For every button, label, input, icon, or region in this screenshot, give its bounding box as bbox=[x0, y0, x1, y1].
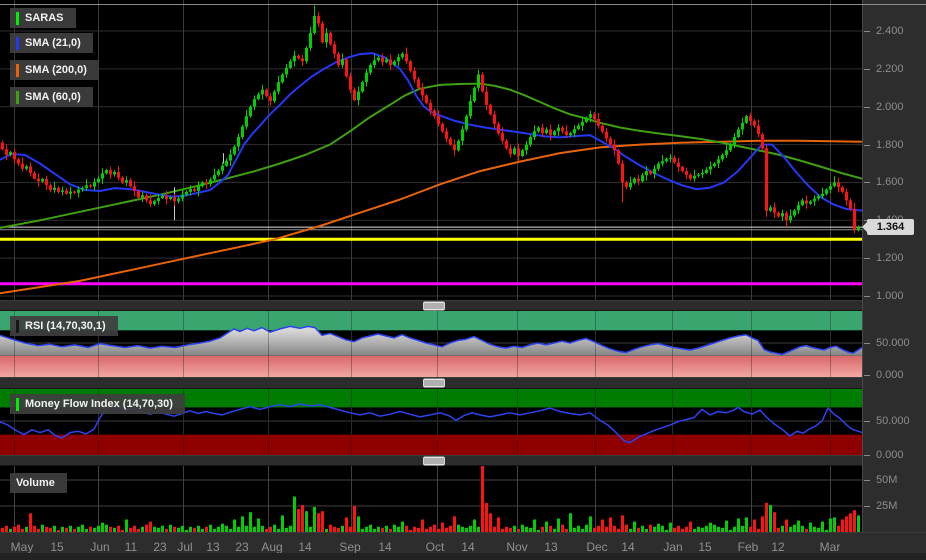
splitter-drag-handle[interactable] bbox=[423, 456, 445, 465]
x-axis-label: 23 bbox=[153, 540, 167, 554]
x-axis-label: 13 bbox=[206, 540, 220, 554]
x-axis-label: 11 bbox=[124, 540, 138, 554]
y-axis-label: 2.400 bbox=[876, 25, 904, 37]
sma60-color-swatch bbox=[16, 90, 19, 104]
volume-chart-canvas[interactable] bbox=[0, 466, 862, 532]
y-axis-label: 50M bbox=[876, 474, 898, 486]
y-axis-tick bbox=[864, 421, 870, 422]
x-axis-label: 15 bbox=[50, 540, 64, 554]
mfi-color-swatch bbox=[16, 397, 19, 411]
x-axis-label: 14 bbox=[461, 540, 475, 554]
y-axis-label: 25M bbox=[876, 500, 898, 512]
x-axis-label: 13 bbox=[544, 540, 558, 554]
x-axis-label: Jun bbox=[90, 540, 110, 554]
volume-label: Volume bbox=[16, 477, 55, 489]
y-axis-label: 1.800 bbox=[876, 139, 904, 151]
y-axis-label: 1.000 bbox=[876, 290, 904, 302]
symbol-color-swatch bbox=[16, 11, 19, 25]
x-axis-label: Aug bbox=[261, 540, 283, 554]
x-axis-label: Jan bbox=[663, 540, 683, 554]
y-axis-tick bbox=[864, 455, 870, 456]
chart-top-border bbox=[0, 4, 926, 5]
price-chart-canvas[interactable] bbox=[0, 0, 862, 300]
x-axis-label: Mar bbox=[819, 540, 841, 554]
y-axis-tick bbox=[864, 506, 870, 507]
x-axis-label: Feb bbox=[737, 540, 759, 554]
sma200-color-swatch bbox=[16, 63, 19, 77]
x-axis-label: Jul bbox=[177, 540, 193, 554]
last-price-value: 1.364 bbox=[876, 221, 905, 233]
sma21-label: SMA (21,0) bbox=[25, 37, 81, 49]
x-axis-label: 23 bbox=[235, 540, 249, 554]
panel-splitter-rsi-mfi[interactable] bbox=[0, 377, 862, 389]
x-axis-label: Nov bbox=[506, 540, 528, 554]
splitter-drag-handle[interactable] bbox=[423, 301, 445, 310]
legend-rsi[interactable]: RSI (14,70,30,1) bbox=[10, 316, 118, 336]
x-axis-label: May bbox=[10, 540, 34, 554]
price-axis[interactable]: 2.4002.2002.0001.8001.6001.4001.2001.000… bbox=[862, 0, 926, 560]
legend-sma200[interactable]: SMA (200,0) bbox=[10, 60, 99, 80]
volume-panel[interactable] bbox=[0, 466, 862, 532]
rsi-panel[interactable] bbox=[0, 311, 862, 377]
panel-splitter-price-rsi[interactable] bbox=[0, 300, 862, 311]
y-axis-label: 2.000 bbox=[876, 101, 904, 113]
rsi-color-swatch bbox=[16, 319, 19, 333]
y-axis-tick bbox=[864, 107, 870, 108]
panel-splitter-mfi-volume[interactable] bbox=[0, 455, 862, 466]
y-axis-tick bbox=[864, 145, 870, 146]
y-axis-tick bbox=[864, 296, 870, 297]
legend-volume[interactable]: Volume bbox=[10, 473, 67, 493]
x-axis-label: 14 bbox=[298, 540, 312, 554]
y-axis-tick bbox=[864, 375, 870, 376]
x-axis-label: Oct bbox=[425, 540, 445, 554]
y-axis-tick bbox=[864, 31, 870, 32]
y-axis-label: 50.000 bbox=[876, 415, 910, 427]
y-axis-tick bbox=[864, 343, 870, 344]
legend-sma60[interactable]: SMA (60,0) bbox=[10, 87, 93, 107]
legend-sma21[interactable]: SMA (21,0) bbox=[10, 33, 93, 53]
last-price-badge: 1.364 bbox=[867, 219, 914, 235]
x-axis-label: 14 bbox=[621, 540, 635, 554]
x-axis-label: Sep bbox=[339, 540, 361, 554]
sma21-color-swatch bbox=[16, 36, 19, 50]
sma60-label: SMA (60,0) bbox=[25, 91, 81, 103]
sma200-label: SMA (200,0) bbox=[25, 64, 87, 76]
y-axis-label: 0.000 bbox=[876, 369, 904, 381]
horizontal-scrollbar[interactable] bbox=[0, 553, 926, 560]
y-axis-label: 1.600 bbox=[876, 176, 904, 188]
rsi-label: RSI (14,70,30,1) bbox=[25, 320, 106, 332]
y-axis-tick bbox=[864, 480, 870, 481]
y-axis-tick bbox=[864, 258, 870, 259]
y-axis-label: 1.200 bbox=[876, 252, 904, 264]
rsi-chart-canvas[interactable] bbox=[0, 311, 862, 377]
y-axis-tick bbox=[864, 69, 870, 70]
y-axis-tick bbox=[864, 182, 870, 183]
x-axis-label: 12 bbox=[771, 540, 785, 554]
y-axis-label: 50.000 bbox=[876, 337, 910, 349]
x-axis-label: 14 bbox=[378, 540, 392, 554]
mfi-label: Money Flow Index (14,70,30) bbox=[25, 398, 173, 410]
x-axis-label: Dec bbox=[586, 540, 608, 554]
legend-symbol[interactable]: SARAS bbox=[10, 8, 76, 28]
y-axis-label: 2.200 bbox=[876, 63, 904, 75]
y-axis-label: 0.000 bbox=[876, 449, 904, 461]
splitter-drag-handle[interactable] bbox=[423, 378, 445, 388]
x-axis-label: 15 bbox=[698, 540, 712, 554]
symbol-label: SARAS bbox=[25, 12, 64, 24]
legend-mfi[interactable]: Money Flow Index (14,70,30) bbox=[10, 394, 185, 414]
price-panel[interactable] bbox=[0, 0, 862, 300]
